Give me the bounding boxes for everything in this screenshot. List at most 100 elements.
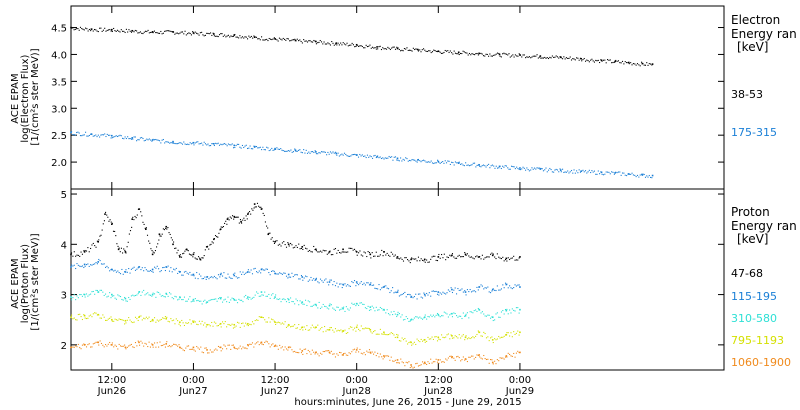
- electron-data-dot: [604, 59, 606, 61]
- proton-data-dot: [237, 216, 239, 218]
- proton-data-dot: [150, 248, 152, 250]
- proton-data-point: [519, 331, 521, 334]
- proton-data-dot: [304, 247, 307, 249]
- proton-data-dot: [201, 320, 203, 322]
- proton-data-dot: [500, 357, 502, 359]
- electron-data-dot: [563, 56, 565, 58]
- proton-data-dot: [158, 320, 160, 322]
- xtick-label-date: Jun27: [260, 386, 289, 397]
- proton-data-dot: [181, 299, 183, 301]
- proton-data-dot: [139, 291, 141, 293]
- proton-data-points: [70, 202, 521, 369]
- proton-data-dot: [72, 318, 74, 320]
- proton-data-dot: [166, 266, 168, 268]
- proton-data-dot: [317, 324, 319, 326]
- electron-data-dot: [220, 33, 222, 35]
- proton-data-dot: [322, 350, 324, 353]
- proton-data-dot: [438, 338, 440, 340]
- proton-data-dot: [466, 338, 468, 340]
- electron-data-dot: [324, 151, 326, 153]
- proton-series-1060-1900: [70, 340, 521, 369]
- proton-data-dot: [111, 269, 113, 271]
- electron-data-dot: [467, 54, 469, 56]
- electron-data-dot: [440, 161, 442, 163]
- proton-data-dot: [295, 245, 297, 247]
- proton-data-dot: [332, 254, 334, 256]
- electron-data-dot: [402, 50, 404, 52]
- electron-data-dot: [525, 169, 527, 171]
- proton-data-dot: [112, 230, 115, 232]
- electron-data-dot: [281, 149, 283, 151]
- proton-data-dot: [326, 307, 328, 309]
- proton-data-dot: [485, 358, 488, 361]
- proton-data-dot: [119, 273, 122, 275]
- proton-data-dot: [356, 347, 358, 349]
- xtick-label-time: 12:00: [261, 375, 290, 386]
- proton-data-dot: [207, 245, 209, 247]
- electron-data-dot: [225, 143, 227, 145]
- proton-data-dot: [126, 300, 128, 302]
- proton-data-dot: [385, 285, 387, 287]
- electron-data-dot: [568, 57, 570, 59]
- electron-data-dot: [239, 35, 241, 37]
- electron-data-dot: [636, 63, 639, 65]
- proton-data-dot: [215, 348, 217, 350]
- electron-data-dot: [243, 37, 245, 39]
- electron-data-dot: [558, 171, 560, 173]
- proton-data-dot: [87, 344, 89, 346]
- proton-data-dot: [306, 325, 308, 327]
- proton-data-dot: [284, 321, 286, 323]
- proton-data-point: [247, 344, 249, 346]
- proton-data-dot: [465, 313, 467, 315]
- electron-data-dot: [282, 150, 284, 152]
- proton-data-dot: [303, 303, 305, 305]
- proton-data-dot: [265, 340, 267, 342]
- proton-data-dot: [409, 366, 411, 369]
- proton-data-point: [172, 243, 174, 246]
- proton-data-dot: [340, 308, 342, 310]
- electron-data-point: [559, 56, 562, 58]
- proton-data-dot: [506, 283, 508, 285]
- proton-data-dot: [348, 328, 350, 330]
- proton-data-dot: [261, 268, 263, 270]
- proton-data-point: [383, 251, 385, 253]
- proton-data-dot: [129, 344, 131, 346]
- electron-data-dot: [576, 57, 578, 59]
- electron-data-dot: [300, 151, 302, 153]
- proton-data-dot: [473, 290, 475, 292]
- proton-data-dot: [190, 254, 192, 256]
- proton-data-dot: [494, 338, 496, 340]
- electron-data-dot: [502, 53, 504, 55]
- proton-data-dot: [256, 291, 258, 293]
- proton-data-dot: [494, 360, 496, 362]
- proton-data-dot: [435, 259, 437, 261]
- proton-data-point: [83, 263, 86, 266]
- proton-data-dot: [353, 248, 356, 250]
- proton-data-dot: [449, 338, 451, 340]
- electron-data-dot: [264, 149, 266, 151]
- electron-data-dot: [516, 55, 518, 57]
- electron-data-dot: [397, 159, 399, 161]
- proton-data-dot: [307, 250, 309, 252]
- electron-data-dot: [79, 26, 82, 28]
- proton-data-dot: [373, 353, 375, 355]
- proton-data-dot: [235, 276, 237, 278]
- proton-data-dot: [257, 292, 259, 294]
- proton-data-dot: [294, 246, 296, 248]
- proton-data-dot: [364, 284, 366, 286]
- proton-data-dot: [502, 336, 504, 338]
- proton-data-dot: [165, 227, 167, 229]
- proton-data-dot: [84, 317, 86, 319]
- proton-data-dot: [262, 294, 264, 296]
- proton-data-dot: [300, 302, 303, 304]
- proton-data-dot: [488, 314, 490, 316]
- proton-data-dot: [113, 270, 115, 272]
- proton-data-point: [165, 317, 168, 320]
- electron-data-dot: [498, 167, 500, 169]
- electron-data-dot: [291, 151, 293, 153]
- electron-data-dot: [475, 53, 477, 55]
- proton-data-dot: [130, 268, 132, 270]
- proton-data-dot: [131, 226, 133, 228]
- proton-data-dot: [367, 305, 369, 307]
- proton-data-dot: [136, 294, 138, 296]
